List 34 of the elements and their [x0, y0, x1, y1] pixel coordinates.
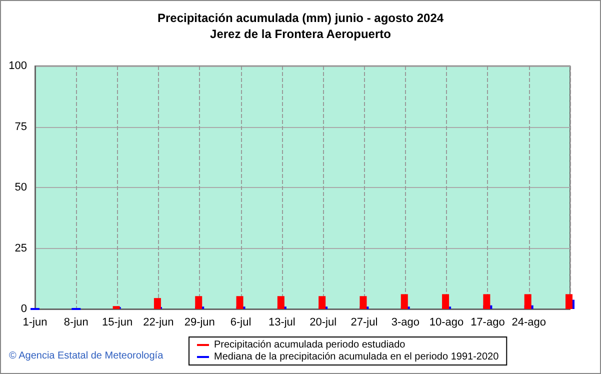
x-tick-label: 8-jun: [64, 316, 88, 328]
bar: [483, 294, 490, 309]
legend-label: Mediana de la precipitación acumulada en el periodo 1991-2020: [214, 352, 500, 362]
bar: [360, 296, 367, 309]
y-tick-label: 50: [14, 182, 27, 194]
bar: [566, 294, 572, 309]
y-tick-label: 0: [20, 303, 27, 315]
chart-subtitle: Jerez de la Frontera Aeropuerto: [210, 27, 391, 41]
x-tick-label: 22-jun: [143, 316, 174, 328]
legend-label: Precipitación acumulada periodo estudiado: [214, 340, 406, 350]
bar: [154, 298, 161, 309]
x-tick-label: 3-ago: [391, 316, 420, 328]
x-tick-label: 24-ago: [512, 316, 546, 328]
x-tick-label: 29-jun: [184, 316, 215, 328]
y-tick-label: 100: [8, 60, 27, 72]
bar: [277, 296, 284, 309]
x-tick-label: 13-jul: [268, 316, 296, 328]
bar: [318, 296, 326, 309]
x-tick-label: 10-ago: [429, 316, 464, 328]
x-tick-label: 15-jun: [102, 316, 133, 328]
bar: [400, 294, 408, 309]
x-tick-label: 27-jul: [350, 316, 378, 328]
x-tick-label: 1-jun: [22, 316, 48, 328]
bar: [442, 294, 450, 309]
bar: [195, 296, 202, 309]
bar: [524, 294, 532, 309]
y-tick-label: 25: [14, 242, 27, 254]
text: © Agencia Estatal de Meteorología: [9, 350, 164, 362]
chart-title: Precipitación acumulada (mm) junio - agosto 2024: [157, 11, 444, 25]
bar: [236, 296, 244, 309]
x-tick-label: 20-jul: [310, 316, 337, 328]
y-tick-label: 75: [14, 120, 27, 133]
x-tick-label: 17-ago: [470, 316, 505, 328]
x-tick-label: 6-jul: [230, 316, 252, 328]
